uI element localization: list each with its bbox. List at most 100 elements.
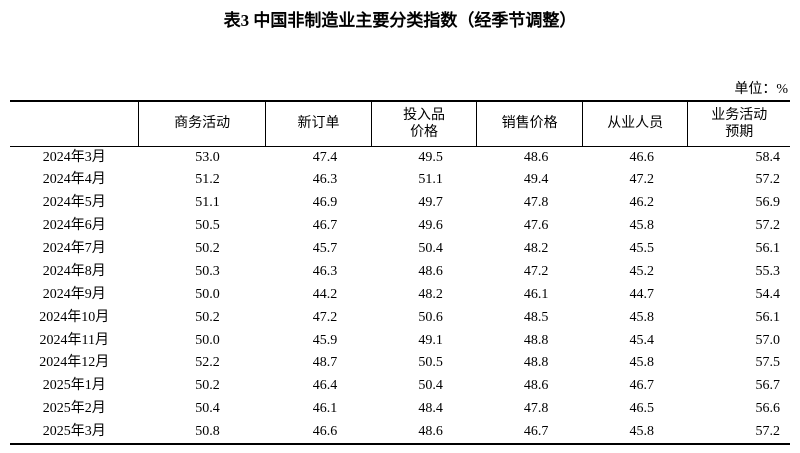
table-cell: 48.5 [523, 309, 549, 325]
table-cell: 46.7 [629, 378, 654, 394]
table-cell: 54.4 [755, 286, 781, 302]
table-cell: 49.5 [418, 149, 443, 165]
table-cell: 57.5 [755, 355, 781, 371]
table-cell: 49.4 [523, 172, 549, 188]
table-cell: 45.2 [629, 263, 654, 279]
row-label: 2025年3月 [42, 423, 106, 439]
table-cell: 44.2 [312, 286, 338, 302]
column-header: 从业人员 [581, 101, 688, 147]
table-cell: 48.6 [523, 378, 549, 394]
table-body: 2024年3月 53.0 47.4 49.5 48.6 46.6 58.4 2024年4月 51… [10, 146, 790, 444]
table-cell: 44.7 [629, 286, 654, 302]
table-cell: 56.1 [755, 241, 781, 256]
table-cell: 46.9 [312, 195, 338, 211]
table-cell: 50.5 [195, 218, 220, 234]
table-cell: 46.2 [629, 195, 654, 211]
row-label: 2025年1月 [42, 378, 106, 394]
column-header: 商务活动 [137, 101, 266, 147]
table-row: 2024年11月 50.0 45.9 49.1 48.8 45.4 57.0 [10, 329, 790, 352]
table-row: 2024年12月 52.2 48.7 50.5 48.8 45.8 57.5 [10, 352, 790, 375]
table-cell: 57.0 [755, 332, 781, 348]
corner-cell [10, 101, 139, 147]
table-cell: 56.1 [755, 309, 781, 325]
table-cell: 45.5 [629, 241, 654, 256]
table-cell: 48.6 [523, 149, 549, 165]
row-label: 2024年7月 [42, 241, 106, 256]
table-cell: 46.3 [312, 172, 338, 188]
column-header: 新订单 [265, 101, 372, 147]
row-label: 2024年10月 [39, 309, 110, 325]
data-table: 商务活动 新订单 投入品 价格 销售价格 从业人员 业务活动 预期 2024年3月 53.0… [10, 100, 790, 445]
table-cell: 50.3 [195, 263, 220, 279]
table-cell: 51.1 [195, 195, 220, 211]
table-row: 2024年8月 50.3 46.3 48.6 47.2 45.2 55.3 [10, 260, 790, 283]
header-row: 商务活动 新订单 投入品 价格 销售价格 从业人员 业务活动 预期 [10, 101, 790, 147]
table-cell: 48.6 [418, 423, 443, 439]
table-cell: 46.7 [312, 218, 338, 234]
table-cell: 46.3 [312, 263, 338, 279]
table-cell: 47.8 [523, 195, 549, 211]
table-cell: 50.2 [195, 241, 220, 256]
table-cell: 47.6 [523, 218, 549, 234]
table-row: 2024年6月 50.5 46.7 49.6 47.6 45.8 57.2 [10, 215, 790, 238]
table-cell: 47.4 [312, 149, 338, 165]
table-row: 2025年3月 50.8 46.6 48.6 46.7 45.8 57.2 [10, 421, 790, 444]
table-cell: 49.1 [418, 332, 443, 348]
table-cell: 50.2 [195, 378, 220, 394]
table-cell: 45.8 [629, 355, 654, 371]
table-cell: 48.6 [418, 263, 443, 279]
table-cell: 47.2 [629, 172, 654, 188]
table-cell: 50.0 [195, 286, 220, 302]
table-cell: 56.6 [755, 401, 781, 417]
table-row: 2024年4月 51.2 46.3 51.1 49.4 47.2 57.2 [10, 169, 790, 192]
table-cell: 51.1 [418, 172, 443, 188]
table-cell: 53.0 [195, 149, 220, 165]
table-cell: 48.7 [312, 355, 338, 371]
table-cell: 48.8 [523, 332, 549, 348]
table-cell: 45.4 [629, 332, 654, 348]
table-cell: 57.2 [755, 218, 781, 234]
table-cell: 52.2 [195, 355, 220, 371]
table-cell: 56.9 [755, 195, 781, 211]
table-row: 2025年2月 50.4 46.1 48.4 47.8 46.5 56.6 [10, 398, 790, 421]
table-cell: 57.2 [755, 423, 781, 439]
table-cell: 46.4 [312, 378, 338, 394]
table-header: 商务活动 新订单 投入品 价格 销售价格 从业人员 业务活动 预期 [10, 101, 790, 147]
table-cell: 50.8 [195, 423, 220, 439]
table-cell: 50.6 [418, 309, 443, 325]
table-cell: 45.7 [312, 241, 338, 256]
row-label: 2024年3月 [42, 149, 106, 165]
table-cell: 45.8 [629, 423, 654, 439]
table-cell: 48.2 [418, 286, 443, 302]
table-cell: 56.7 [755, 378, 781, 394]
row-label: 2024年8月 [42, 263, 106, 279]
row-label: 2024年9月 [42, 286, 106, 302]
column-header: 销售价格 [476, 101, 583, 147]
table-row: 2024年10月 50.2 47.2 50.6 48.5 45.8 56.1 [10, 306, 790, 329]
row-label: 2025年2月 [42, 401, 106, 417]
table-cell: 47.2 [523, 263, 549, 279]
title: 表3 中国非制造业主要分类指数（经季节调整） [223, 11, 577, 30]
table-cell: 50.5 [418, 355, 443, 371]
table-cell: 49.7 [418, 195, 443, 211]
table-row: 2024年3月 53.0 47.4 49.5 48.6 46.6 58.4 [10, 146, 790, 169]
table-cell: 57.2 [755, 172, 781, 188]
row-label: 2024年12月 [39, 355, 110, 371]
table-cell: 45.8 [629, 218, 654, 234]
table-cell: 46.6 [312, 423, 338, 439]
table-cell: 48.2 [523, 241, 549, 256]
table-cell: 46.5 [629, 401, 654, 417]
row-label: 2024年5月 [42, 195, 106, 211]
table-cell: 46.6 [629, 149, 654, 165]
table-row: 2025年1月 50.2 46.4 50.4 48.6 46.7 56.7 [10, 375, 790, 398]
table-cell: 50.4 [418, 241, 443, 256]
table-cell: 49.6 [418, 218, 443, 234]
table-row: 2024年9月 50.0 44.2 48.2 46.1 44.7 54.4 [10, 283, 790, 306]
table-cell: 47.8 [523, 401, 549, 417]
table-cell: 46.1 [312, 401, 338, 417]
row-label: 2024年11月 [39, 332, 109, 348]
table-cell: 46.1 [523, 286, 549, 302]
table-cell: 58.4 [755, 149, 781, 165]
unit-label: 单位：% [734, 82, 788, 97]
